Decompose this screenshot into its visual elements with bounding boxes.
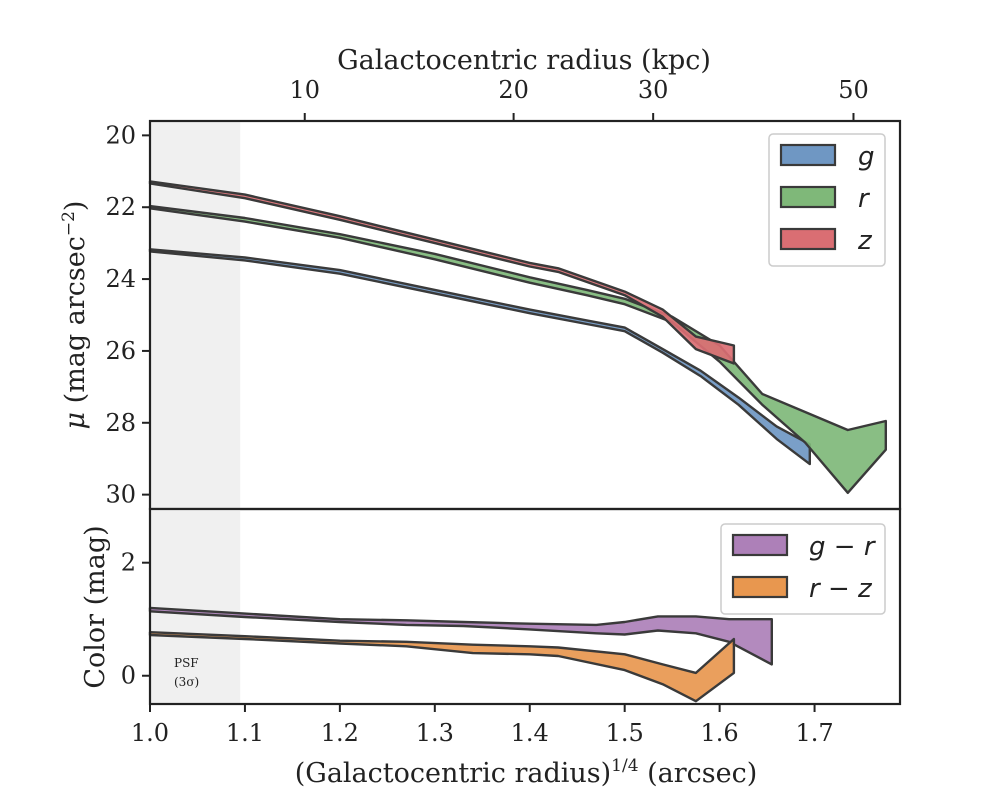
bottom-xtick-label: 1.0	[131, 719, 169, 747]
bottom-xtick-label: 1.7	[795, 719, 833, 747]
bottom-panel-band-gr	[148, 606, 773, 666]
top-xtick-label: 10	[289, 76, 320, 104]
top-legend-label: r	[858, 184, 871, 214]
bottom-xtick-label: 1.2	[321, 719, 359, 747]
bottom-panel-ytick-label: 2	[121, 549, 136, 577]
top-xtick-label: 50	[838, 76, 869, 104]
bottom-legend-swatch	[731, 575, 789, 599]
bottom-x-axis-title: (Galactocentric radius)1/4 (arcsec)	[295, 756, 758, 789]
psf-annotation-line2: (3σ)	[174, 675, 199, 689]
bottom-xtick-label: 1.1	[226, 719, 264, 747]
top-y-axis-title: μ (mag arcsec−2)	[59, 201, 91, 430]
top-panel-band-g	[148, 248, 811, 466]
top-panel-ytick-label: 28	[105, 409, 136, 437]
bottom-panel-frame	[148, 507, 902, 706]
top-xtick-label: 30	[638, 76, 669, 104]
bottom-legend-swatch	[731, 533, 789, 557]
top-xtick-label: 20	[498, 76, 529, 104]
bottom-panel-psf-region	[150, 509, 241, 704]
bottom-xtick-label: 1.5	[606, 719, 644, 747]
top-panel-ytick-label: 26	[105, 337, 136, 365]
bottom-xtick-label: 1.6	[701, 719, 739, 747]
top-panel-ytick-label: 22	[105, 193, 136, 221]
top-x-axis-title: Galactocentric radius (kpc)	[337, 45, 711, 76]
top-legend-swatch	[779, 143, 837, 167]
bottom-legend-label: r − z	[809, 574, 873, 604]
bottom-panel-band-rz	[148, 631, 736, 703]
top-panel-ytick-label: 24	[105, 265, 136, 293]
bottom-y-axis-title: Color (mag)	[80, 525, 111, 688]
top-legend-label: z	[857, 226, 873, 256]
bottom-xtick-label: 1.3	[416, 719, 454, 747]
top-legend-swatch	[779, 227, 837, 251]
bottom-legend-label: g − r	[809, 532, 877, 562]
top-panel-psf-region	[150, 121, 241, 509]
top-panel-ytick-label: 20	[105, 121, 136, 149]
psf-annotation-line1: PSF	[174, 656, 199, 670]
top-panel-ytick-label: 30	[105, 481, 136, 509]
top-panel-band-r	[148, 204, 887, 494]
top-legend-swatch	[779, 185, 837, 209]
top-panel-band-z	[148, 180, 736, 365]
bottom-xtick-label: 1.4	[511, 719, 549, 747]
bottom-panel-ytick-label: 0	[121, 662, 136, 690]
top-legend-label: g	[858, 142, 875, 172]
